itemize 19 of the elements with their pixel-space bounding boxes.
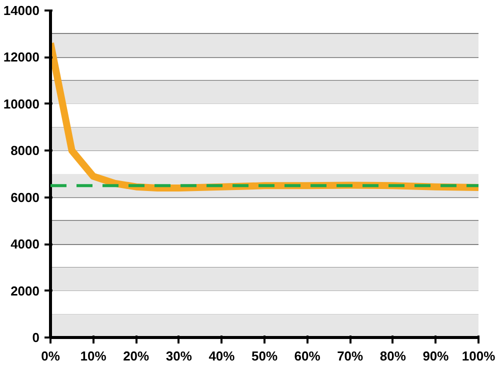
x-tick-label: 30% — [166, 348, 192, 364]
x-tick-label: 90% — [422, 348, 450, 364]
x-tick-label: 80% — [380, 348, 406, 364]
x-tick-label: 10% — [80, 348, 107, 364]
y-tick-label: 10000 — [3, 96, 40, 112]
x-tick-label: 100% — [462, 348, 496, 364]
x-tick-label: 50% — [251, 348, 278, 364]
x-tick-label: 70% — [337, 348, 364, 364]
x-tick-label: 60% — [294, 348, 321, 364]
y-tick-label: 12000 — [3, 50, 40, 65]
x-tick-label: 0% — [41, 348, 60, 364]
y-tick-label: 14000 — [3, 3, 40, 18]
y-tick-label: 2000 — [10, 283, 40, 298]
x-tick-label: 40% — [208, 348, 236, 364]
y-tick-label: 0 — [32, 330, 40, 345]
y-tick-label: 4000 — [10, 236, 40, 252]
y-tick-label: 6000 — [10, 190, 40, 205]
y-tick-label: 8000 — [10, 143, 40, 158]
x-tick-label: 20% — [123, 348, 150, 364]
